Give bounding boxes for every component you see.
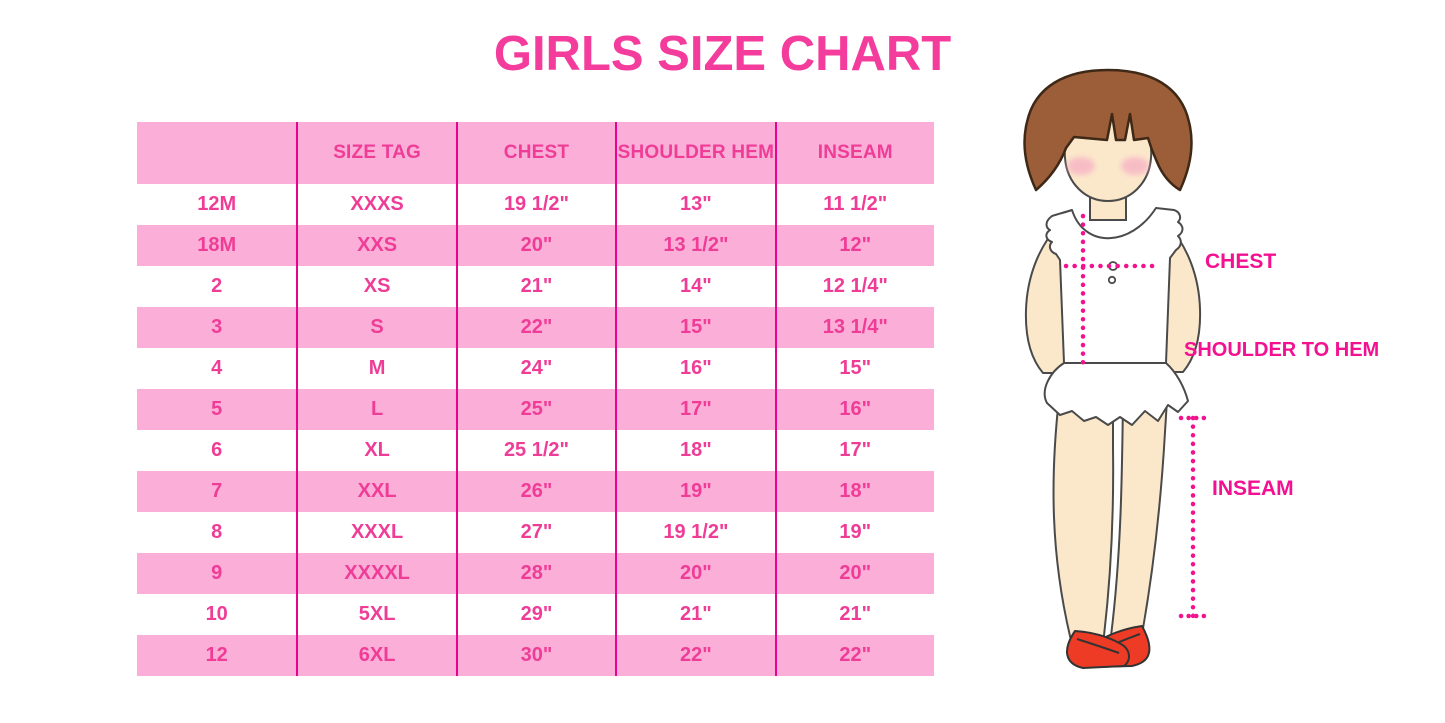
table-cell: 19" (615, 471, 775, 512)
shoulder-to-hem-label: SHOULDER TO HEM (1184, 339, 1380, 361)
girl-blush (1067, 157, 1149, 175)
table-cell: XL (296, 430, 456, 471)
table-cell: 18M (137, 225, 297, 266)
table-cell: 20" (774, 553, 934, 594)
column-header: SHOULDER HEM (615, 122, 775, 184)
table-cell: 12" (774, 225, 934, 266)
table-cell: 19 1/2" (615, 512, 775, 553)
girl-top (1045, 207, 1184, 364)
table-cell: 18" (774, 471, 934, 512)
size-table: SIZE TAG CHEST SHOULDER HEM INSEAM 12M XXXS 19… (137, 122, 934, 676)
table-cell: 12 1/4" (774, 266, 934, 307)
table-cell: 7 (137, 471, 297, 512)
chest-label: CHEST (1205, 250, 1277, 273)
table-cell: 17" (615, 389, 775, 430)
table-cell: 26" (455, 471, 616, 512)
table-cell: 14" (615, 266, 775, 307)
table-cell: 6XL (296, 635, 456, 676)
table-cell: 19 1/2" (455, 184, 616, 225)
table-cell: 29" (455, 594, 616, 635)
girl-illustration (1023, 68, 1208, 669)
table-cell: 11 1/2" (774, 184, 934, 225)
table-cell: 22" (774, 635, 934, 676)
table-cell: 9 (137, 553, 297, 594)
column-header: SIZE TAG (296, 122, 456, 184)
table-cell: 6 (137, 430, 297, 471)
table-cell: XXS (296, 225, 456, 266)
girl-skirt (1043, 362, 1189, 426)
column-header: INSEAM (774, 122, 934, 184)
girl-legs (1052, 397, 1168, 657)
table-cell: 16" (774, 389, 934, 430)
table-cell: 13" (615, 184, 775, 225)
table-cell: 24" (455, 348, 616, 389)
table-cell: 22" (615, 635, 775, 676)
girl-hair (1023, 68, 1193, 192)
table-cell: 16" (615, 348, 775, 389)
table-cell: 25" (455, 389, 616, 430)
table-cell: 30" (455, 635, 616, 676)
table-cell: 10 (137, 594, 297, 635)
table-cell: 5XL (296, 594, 456, 635)
table-cell: 21" (774, 594, 934, 635)
table-cell: 13 1/2" (615, 225, 775, 266)
table-cell: 18" (615, 430, 775, 471)
table-cell: XXXXL (296, 553, 456, 594)
table-cell: 15" (615, 307, 775, 348)
table-cell: 4 (137, 348, 297, 389)
inseam-measure-line (1178, 415, 1208, 619)
table-cell: L (296, 389, 456, 430)
table-cell: XXL (296, 471, 456, 512)
table-cell: XXXS (296, 184, 456, 225)
table-cell: 8 (137, 512, 297, 553)
table-cell: S (296, 307, 456, 348)
column-header (137, 122, 297, 184)
table-cell: 21" (455, 266, 616, 307)
table-cell: 20" (615, 553, 775, 594)
table-cell: 5 (137, 389, 297, 430)
table-cell: 25 1/2" (455, 430, 616, 471)
table-cell: 12M (137, 184, 297, 225)
table-cell: 21" (615, 594, 775, 635)
table-cell: 22" (455, 307, 616, 348)
table-cell: 19" (774, 512, 934, 553)
table-cell: 27" (455, 512, 616, 553)
table-cell: 12 (137, 635, 297, 676)
table-cell: 17" (774, 430, 934, 471)
table-cell: 13 1/4" (774, 307, 934, 348)
table-cell: XS (296, 266, 456, 307)
girl-shoes (1066, 625, 1151, 669)
table-cell: 15" (774, 348, 934, 389)
table-cell: XXXL (296, 512, 456, 553)
inseam-label: INSEAM (1212, 477, 1294, 500)
table-cell: 3 (137, 307, 297, 348)
table-cell: M (296, 348, 456, 389)
table-cell: 2 (137, 266, 297, 307)
table-cell: 20" (455, 225, 616, 266)
page-title: GIRLS SIZE CHART (493, 27, 952, 81)
table-cell: 28" (455, 553, 616, 594)
column-header: CHEST (455, 122, 616, 184)
